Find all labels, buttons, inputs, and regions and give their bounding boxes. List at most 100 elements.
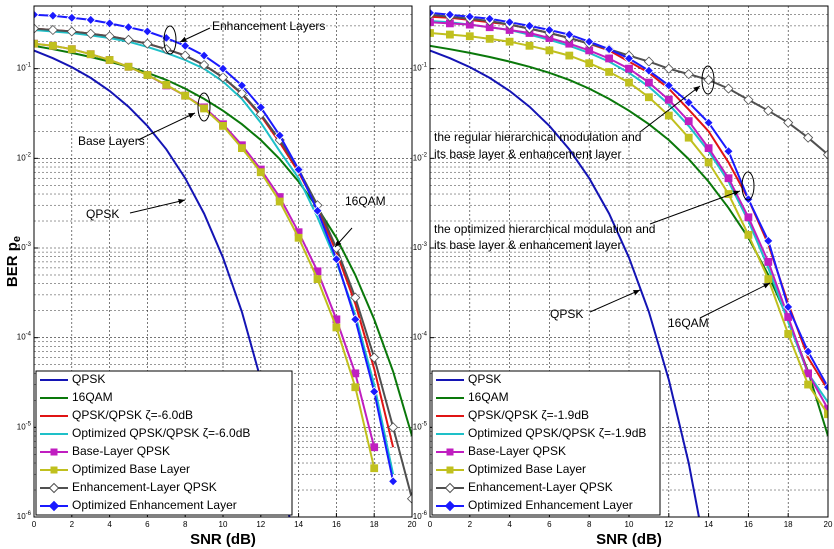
y-tick-label: 10-2 xyxy=(413,152,428,163)
marker xyxy=(34,23,40,34)
legend-marker xyxy=(50,466,58,474)
marker xyxy=(275,197,284,206)
marker xyxy=(485,34,494,43)
marker xyxy=(625,64,633,73)
marker xyxy=(764,257,773,266)
y-tick-label: 10-6 xyxy=(17,511,32,522)
marker xyxy=(783,117,794,128)
y-axis-label: BER pe xyxy=(4,236,23,287)
annotation-arrow xyxy=(639,85,701,133)
marker xyxy=(237,144,246,153)
x-tick-label: 8 xyxy=(183,520,188,529)
legend-label: Base-Layer QPSK xyxy=(468,444,566,458)
marker xyxy=(763,105,774,116)
legend-label: QPSK/QPSK ζ=-1.9dB xyxy=(468,408,589,422)
marker xyxy=(331,242,342,254)
annotation-arrow xyxy=(137,112,196,141)
series-line xyxy=(34,49,291,517)
marker xyxy=(703,74,714,85)
marker xyxy=(504,17,515,28)
annotation: the regular hierarchical modulation and xyxy=(434,130,641,144)
arrow-head xyxy=(733,190,740,196)
marker xyxy=(663,63,674,74)
marker xyxy=(445,30,454,39)
x-tick-label: 14 xyxy=(704,520,713,529)
marker xyxy=(312,205,323,216)
marker xyxy=(85,28,96,39)
marker xyxy=(683,69,694,80)
marker xyxy=(236,88,247,99)
marker xyxy=(332,323,341,332)
marker xyxy=(645,93,653,102)
marker xyxy=(105,56,114,64)
marker xyxy=(331,254,342,265)
marker xyxy=(743,94,754,105)
marker xyxy=(86,50,95,59)
marker xyxy=(47,24,58,36)
marker xyxy=(505,37,514,46)
marker xyxy=(351,383,360,392)
x-tick-label: 12 xyxy=(664,520,673,529)
legend-label: QPSK/QPSK ζ=-6.0dB xyxy=(72,408,193,422)
marker xyxy=(85,14,96,25)
annotation-ellipse xyxy=(163,25,177,55)
marker xyxy=(217,72,229,83)
marker xyxy=(49,41,57,50)
marker xyxy=(663,80,674,91)
marker xyxy=(643,65,654,76)
arrow-head xyxy=(188,113,195,119)
marker xyxy=(545,46,554,55)
marker xyxy=(822,149,828,160)
annotation-arrow xyxy=(589,289,641,313)
marker xyxy=(783,301,794,313)
y-tick-label: 10-1 xyxy=(413,62,428,73)
x-tick-label: 18 xyxy=(370,520,379,529)
y-tick-label: 10-5 xyxy=(17,421,32,432)
marker xyxy=(623,53,635,64)
marker xyxy=(525,41,534,50)
marker xyxy=(430,18,434,27)
marker xyxy=(181,91,190,100)
marker xyxy=(664,95,673,104)
marker xyxy=(584,36,595,47)
marker xyxy=(723,146,734,157)
legend-label: Base-Layer QPSK xyxy=(72,444,170,458)
marker xyxy=(406,493,412,504)
marker xyxy=(350,292,361,303)
marker xyxy=(388,476,399,487)
annotation-ellipse xyxy=(197,92,211,122)
legend-label: Optimized Enhancement Layer xyxy=(468,498,633,512)
x-tick-label: 2 xyxy=(468,520,473,529)
marker xyxy=(256,168,265,177)
x-tick-label: 0 xyxy=(428,520,433,529)
marker xyxy=(370,443,379,452)
marker xyxy=(293,164,304,175)
arrow-head xyxy=(633,290,640,296)
x-tick-label: 4 xyxy=(107,520,112,529)
marker xyxy=(605,54,613,63)
annotation-ellipse xyxy=(701,65,715,95)
y-tick-label: 10-2 xyxy=(17,152,32,163)
x-tick-label: 2 xyxy=(70,520,75,529)
y-tick-label: 10-6 xyxy=(413,511,428,522)
legend-label: Enhancement-Layer QPSK xyxy=(468,480,613,494)
y-tick-label: 10-5 xyxy=(413,421,428,432)
marker xyxy=(524,20,535,31)
arrow-head xyxy=(180,36,187,42)
marker xyxy=(683,97,694,108)
marker xyxy=(274,130,285,141)
marker xyxy=(66,26,77,37)
y-tick-label: 10-1 xyxy=(17,62,32,73)
y-tick-label: 10-4 xyxy=(413,331,428,342)
annotation: its base layer & enhancement layer xyxy=(434,238,621,252)
marker xyxy=(724,174,733,183)
marker xyxy=(66,12,77,23)
marker xyxy=(104,18,115,29)
series-line xyxy=(34,44,412,437)
marker xyxy=(684,117,693,126)
marker xyxy=(604,44,615,55)
marker xyxy=(564,29,575,40)
marker xyxy=(763,235,774,246)
marker xyxy=(430,7,436,18)
